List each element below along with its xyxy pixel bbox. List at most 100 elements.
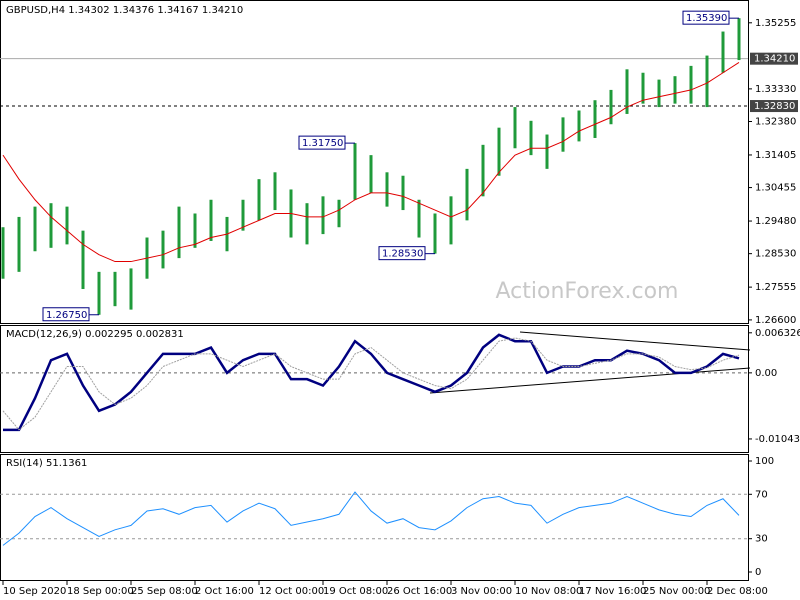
annotation-box (42, 307, 90, 322)
price-bar (369, 155, 373, 193)
x-tick-label: 2 Dec 08:00 (707, 586, 768, 597)
y-tick-label: 0.00 (755, 368, 777, 379)
header-item: 0.002295 (85, 329, 133, 340)
price-bar (33, 206, 37, 252)
price-bar (81, 230, 85, 290)
price-bar (321, 196, 325, 235)
price-bar (113, 271, 117, 307)
y-tick-label: 0 (755, 567, 761, 578)
price-bar (209, 199, 213, 241)
signal-line (2, 337, 740, 431)
x-tick-label: 3 Nov 00:00 (451, 586, 512, 597)
price-bar (577, 110, 581, 142)
y-tick-label: 1.27555 (755, 282, 796, 293)
price-bar (673, 76, 677, 104)
x-tick-label: 17 Nov 16:00 (579, 586, 646, 597)
price-bar (49, 203, 53, 248)
annotation-label: 1.35390 (686, 13, 727, 24)
x-tick-label: 2 Oct 16:00 (195, 586, 254, 597)
price-bar (17, 216, 21, 272)
x-tick-label: 10 Sep 2020 (3, 586, 66, 597)
price-bar (561, 117, 565, 152)
price-bar (545, 134, 549, 169)
price-bar (641, 72, 645, 104)
y-tick-label: 1.26600 (755, 315, 796, 326)
price-bar (625, 69, 629, 114)
trendline (519, 331, 751, 351)
macd-line (3, 333, 740, 432)
y-tick-label: 30 (755, 534, 768, 545)
price-bar (529, 120, 533, 156)
annotation-label: 1.28530 (382, 249, 423, 260)
header-item: MACD(12,26,9) (6, 329, 82, 340)
price-bar (689, 65, 693, 104)
header-item: GBPUSD,H4 (6, 5, 65, 16)
annotation-box (298, 135, 346, 150)
price-bar (497, 127, 501, 176)
x-tick-label: 10 Nov 08:00 (515, 586, 582, 597)
panel-header: RSI(14) 51.1361 (6, 458, 87, 469)
price-bar (305, 203, 309, 245)
y-tick-label: 1.32380 (755, 116, 796, 127)
price-bar (417, 199, 421, 238)
watermark: ActionForex.com (496, 279, 679, 304)
price-bar (657, 79, 661, 108)
panel-header: GBPUSD,H4 1.34302 1.34376 1.34167 1.3421… (6, 5, 243, 16)
price-bar (65, 206, 69, 245)
x-tick-label: 19 Oct 08:00 (323, 586, 388, 597)
y-tick-label: 1.33330 (755, 84, 796, 95)
header-item: 1.34167 (157, 5, 198, 16)
rsi-line (2, 491, 740, 546)
x-tick-label: 12 Oct 00:00 (259, 586, 324, 597)
y-tick-label: -0.010438 (755, 434, 800, 445)
y-tick-label: 100 (755, 456, 774, 467)
price-bar (241, 199, 245, 231)
rsi-panel (0, 454, 749, 581)
annotation-box (682, 10, 730, 25)
price-bar (481, 144, 485, 197)
price-bar (465, 168, 469, 221)
header-item: 51.1361 (46, 458, 87, 469)
y-tick-label: 1.29480 (755, 216, 796, 227)
level-label: 1.32830 (754, 101, 795, 112)
x-tick-label: 26 Oct 16:00 (387, 586, 452, 597)
y-tick-label: 1.30455 (755, 183, 796, 194)
level-label: 1.34210 (754, 54, 795, 65)
panel-header: MACD(12,26,9) 0.002295 0.002831 (6, 329, 184, 340)
level-box (750, 52, 798, 65)
header-item: RSI(14) (6, 458, 43, 469)
level-box (750, 100, 798, 113)
x-tick-label: 25 Nov 00:00 (643, 586, 710, 597)
header-item: 1.34302 (68, 5, 109, 16)
y-tick-label: 1.35255 (755, 18, 796, 29)
price-bar (353, 143, 357, 200)
annotation-box (378, 246, 426, 261)
price-bar (385, 172, 389, 207)
price-bar (721, 31, 725, 73)
header-item: 1.34210 (202, 5, 243, 16)
price-bar (193, 213, 197, 248)
y-tick-label: 70 (755, 489, 768, 500)
moving-average (2, 62, 740, 263)
price-bar (401, 175, 405, 211)
macd-panel (0, 325, 749, 453)
price-bar (273, 172, 277, 211)
y-tick-label: 1.31405 (755, 150, 796, 161)
header-item: 1.34376 (113, 5, 154, 16)
price-bar (161, 230, 165, 269)
annotation-label: 1.31750 (302, 138, 343, 149)
annotation-label: 1.26750 (46, 310, 87, 321)
price-bar (257, 179, 261, 221)
price-panel (0, 0, 749, 324)
price-bar (737, 18, 741, 61)
price-bar (705, 55, 709, 108)
price-bar (449, 196, 453, 245)
price-bar (433, 213, 437, 254)
y-tick-label: 1.28530 (755, 249, 796, 260)
y-tick-label: 0.006326 (755, 328, 800, 339)
x-tick-label: 25 Sep 08:00 (131, 586, 198, 597)
price-bar (177, 206, 181, 259)
x-tick-label: 18 Sep 00:00 (67, 586, 134, 597)
price-bar (593, 100, 597, 138)
